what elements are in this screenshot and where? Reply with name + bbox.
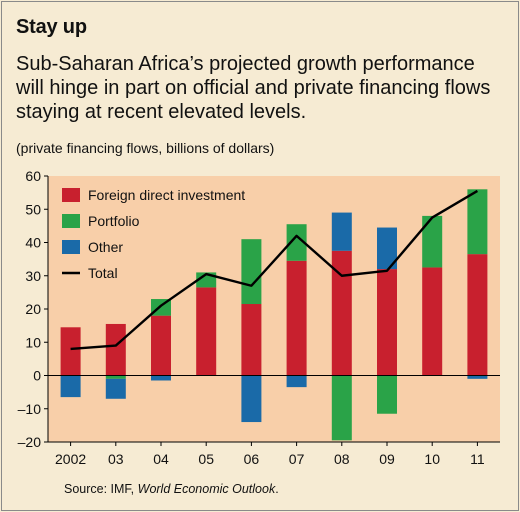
- x-tick-label: 05: [198, 451, 214, 467]
- bar-other-2002: [60, 375, 81, 398]
- x-tick-label: 07: [289, 451, 305, 467]
- bar-foreign-direct-investment-04: [151, 315, 171, 376]
- x-tick-label: 03: [108, 451, 124, 467]
- bar-foreign-direct-investment-08: [331, 250, 352, 376]
- y-tick-label: –10: [18, 401, 42, 417]
- bar-portfolio-06: [241, 239, 262, 305]
- x-tick-label: 04: [153, 451, 169, 467]
- bar-foreign-direct-investment-2002: [60, 327, 81, 376]
- y-tick-label: 40: [25, 235, 41, 251]
- bar-other-09: [377, 227, 397, 270]
- legend-label: Foreign direct investment: [88, 187, 245, 203]
- chart-title: Stay up: [16, 16, 87, 38]
- bar-foreign-direct-investment-07: [286, 260, 307, 376]
- bar-portfolio-07: [286, 224, 307, 261]
- bar-foreign-direct-investment-05: [196, 287, 217, 376]
- source-suffix: .: [275, 482, 279, 496]
- legend-label: Total: [88, 265, 118, 281]
- bar-other-04: [151, 375, 171, 381]
- bar-portfolio-10: [422, 215, 443, 268]
- y-tick-label: 30: [25, 268, 41, 284]
- unit-note: (private financing flows, billions of do…: [16, 140, 275, 156]
- legend-swatch-other: [62, 240, 80, 254]
- chart-subtitle: Sub-Saharan Africa’s projected growth pe…: [16, 53, 491, 123]
- x-tick-label: 09: [379, 451, 395, 467]
- bar-other-07: [286, 375, 307, 388]
- x-tick-label: 2002: [55, 451, 86, 467]
- y-tick-label: 0: [33, 368, 41, 384]
- bar-other-11: [467, 375, 488, 379]
- y-tick-label: –20: [18, 434, 42, 450]
- bar-portfolio-08: [331, 375, 352, 441]
- source-note: Source: IMF, World Economic Outlook.: [64, 482, 279, 496]
- bar-foreign-direct-investment-06: [241, 304, 262, 376]
- legend-label: Portfolio: [88, 213, 140, 229]
- bar-foreign-direct-investment-11: [467, 254, 488, 376]
- legend-swatch-foreign-direct-investment: [62, 188, 80, 202]
- bar-other-08: [331, 212, 352, 251]
- bar-portfolio-03: [105, 375, 126, 379]
- x-tick-label: 08: [334, 451, 350, 467]
- x-tick-label: 06: [244, 451, 260, 467]
- bar-other-03: [105, 378, 126, 399]
- y-tick-label: 50: [25, 201, 41, 217]
- total-line: [70, 189, 479, 351]
- x-tick-label: 11: [470, 451, 485, 467]
- source-prefix: Source: IMF,: [64, 482, 138, 496]
- bar-portfolio-11: [467, 189, 488, 255]
- y-tick-label: 20: [25, 301, 41, 317]
- x-tick-label: 10: [424, 451, 440, 467]
- y-tick-label: 60: [25, 168, 41, 184]
- source-title: World Economic Outlook: [137, 482, 276, 496]
- bar-foreign-direct-investment-09: [377, 269, 397, 376]
- bar-foreign-direct-investment-03: [105, 323, 126, 376]
- y-tick-label: 10: [25, 334, 41, 350]
- bar-other-06: [241, 375, 262, 423]
- bar-foreign-direct-investment-10: [422, 267, 443, 376]
- legend-label: Other: [88, 239, 123, 255]
- legend-swatch-portfolio: [62, 214, 80, 228]
- bar-portfolio-09: [377, 375, 397, 414]
